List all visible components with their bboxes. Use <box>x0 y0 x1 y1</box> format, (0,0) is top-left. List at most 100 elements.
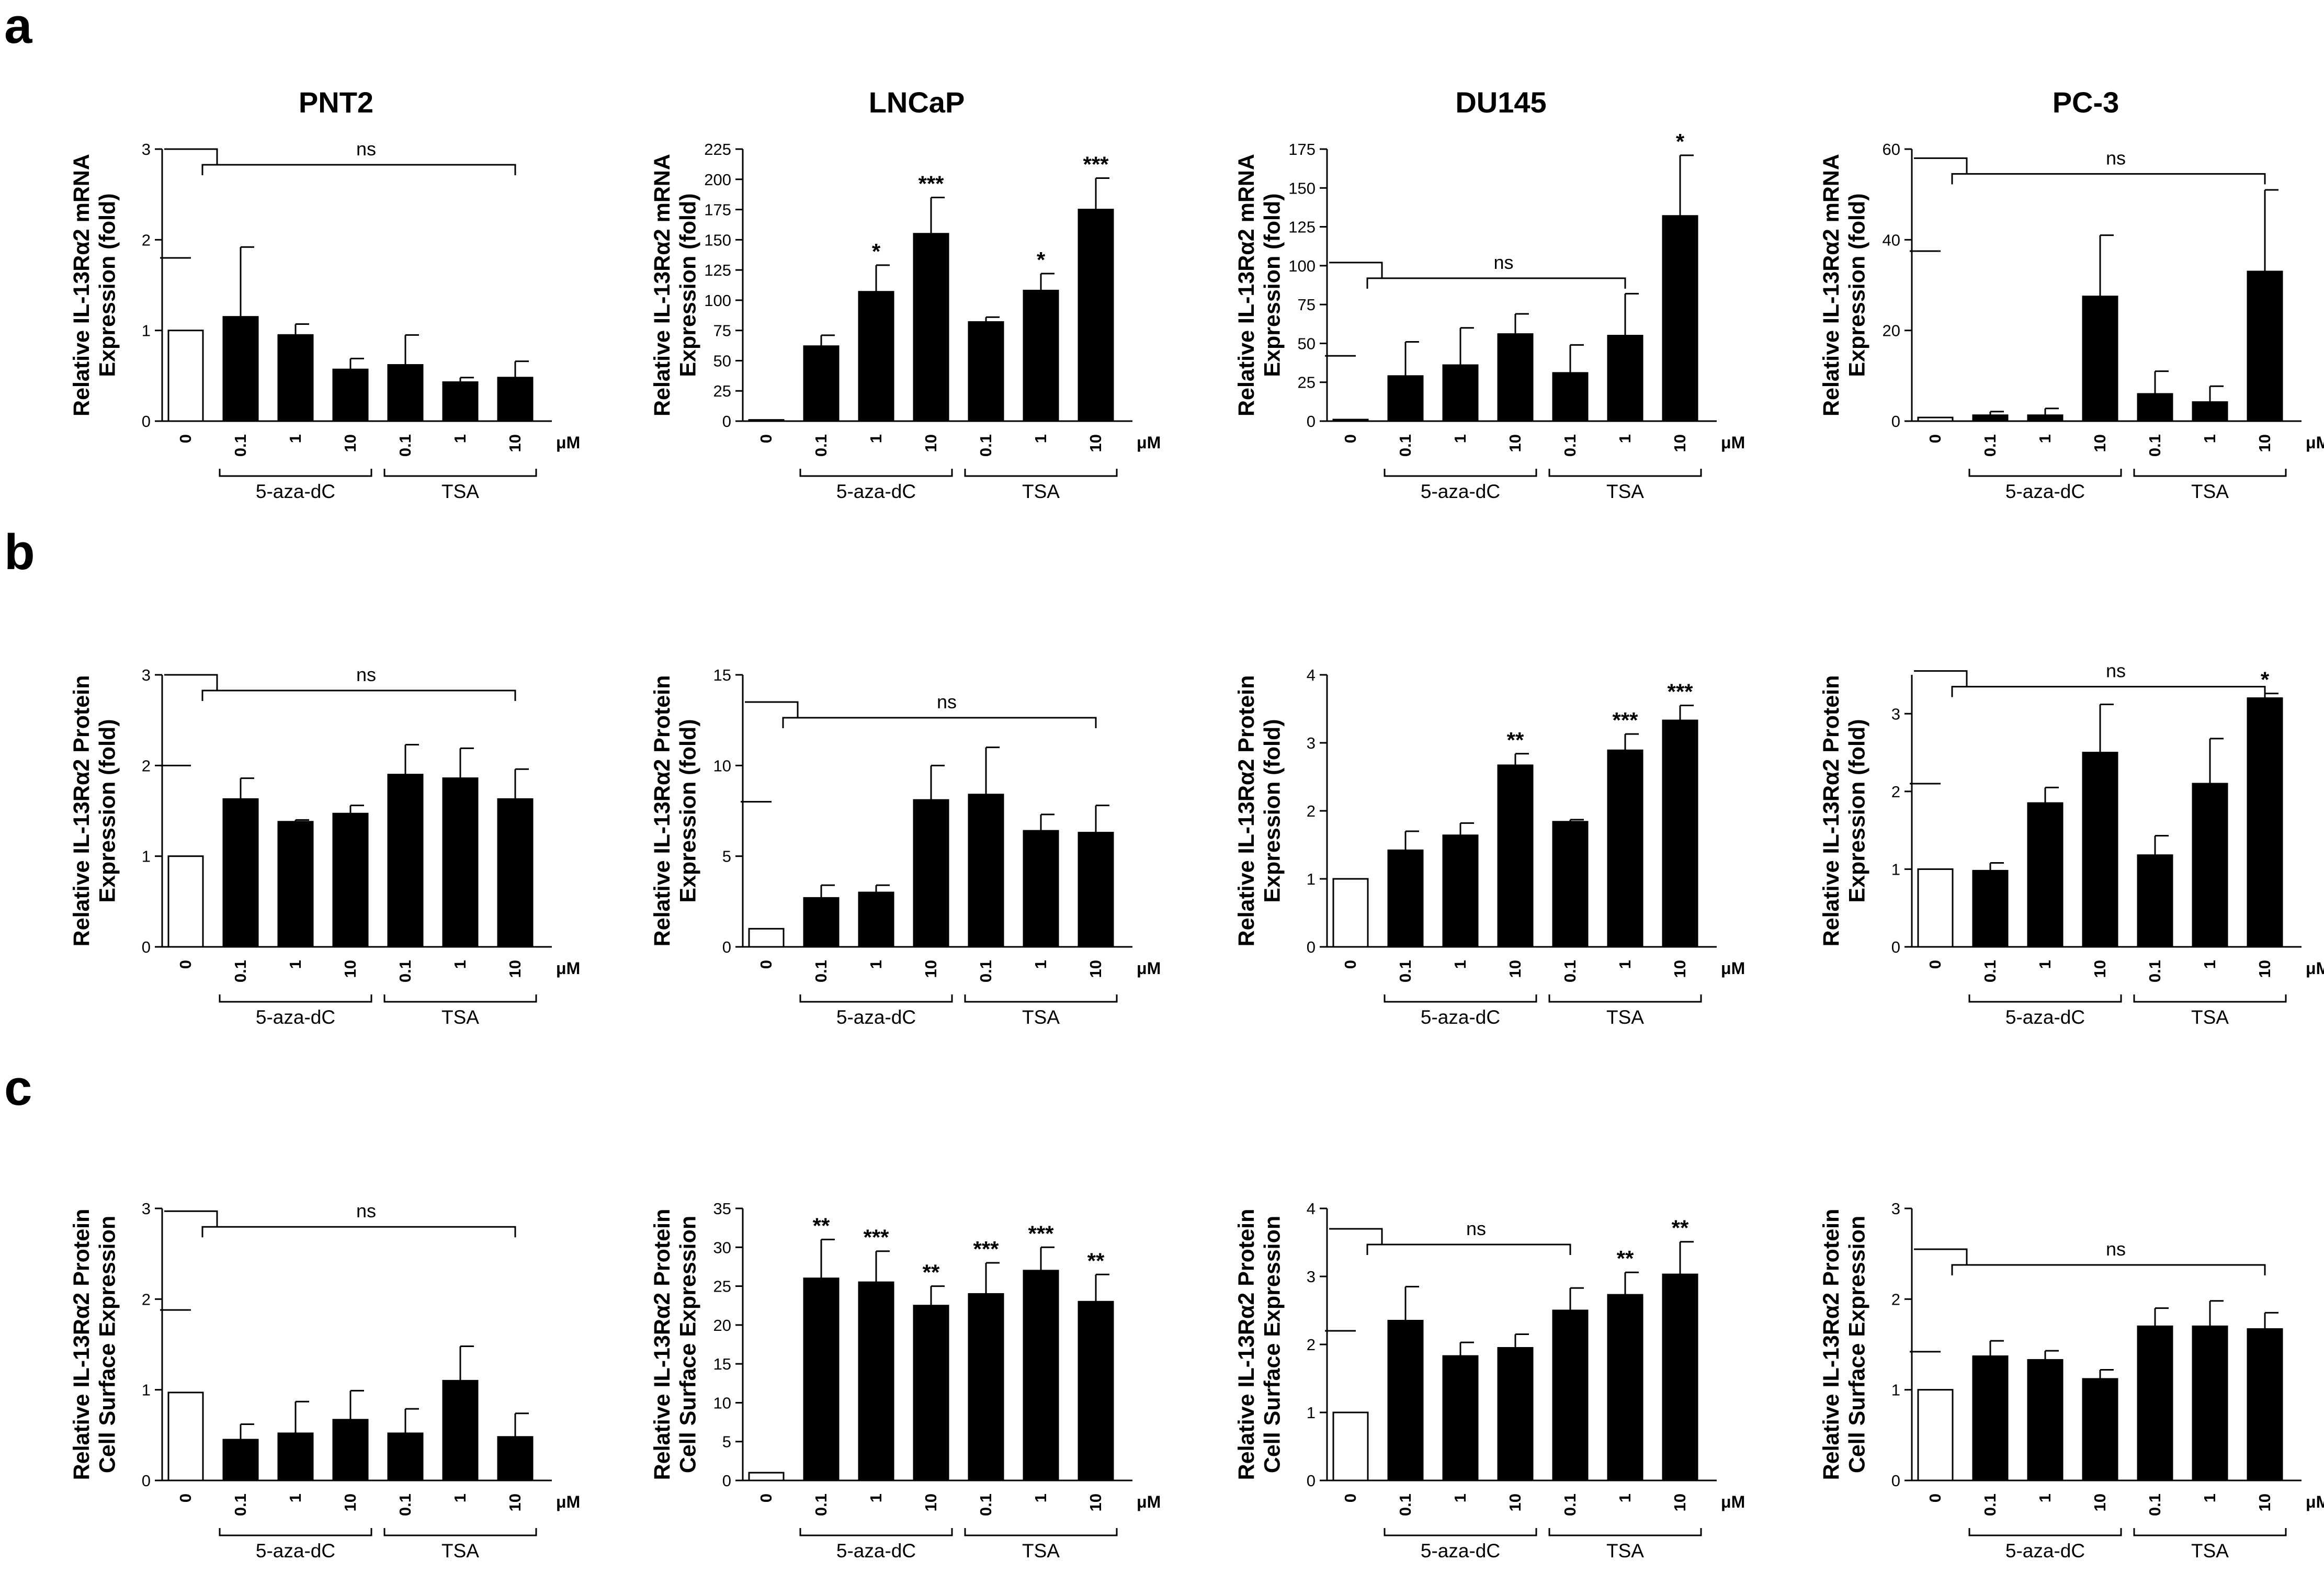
bar <box>748 1472 785 1481</box>
chart-b-2: Relative IL-13Rα2 ProteinExpression (fol… <box>650 666 1161 1028</box>
bar <box>277 334 314 422</box>
x-tick-label: 0.1 <box>1396 434 1414 457</box>
ns-bracket-span <box>1951 1264 2266 1275</box>
y-tick-label: 0 <box>1307 938 1316 956</box>
y-tick-label: 15 <box>713 666 731 684</box>
y-tick-label: 1 <box>1891 860 1900 878</box>
bar <box>2137 393 2173 422</box>
bar <box>2247 697 2283 948</box>
bar <box>1607 1294 1643 1481</box>
x-tick-label: 1 <box>286 434 304 443</box>
y-tick-label: 0 <box>1307 412 1316 431</box>
x-tick-label: 0.1 <box>1561 434 1579 457</box>
bar <box>2247 1328 2283 1481</box>
bar <box>1078 832 1114 948</box>
x-tick-label: 0 <box>757 434 775 443</box>
y-axis-label-line: Relative IL-13Rα2 mRNA <box>1234 154 1259 416</box>
x-tick-label: 1 <box>2201 1494 2219 1502</box>
group-label: TSA <box>441 1540 479 1562</box>
x-tick-label: 1 <box>2201 960 2219 969</box>
x-tick-label: 1 <box>2201 434 2219 443</box>
y-tick-label: 30 <box>713 1238 731 1257</box>
group-bracket <box>383 469 537 477</box>
bar <box>1332 878 1369 948</box>
x-tick-label: 0.1 <box>1561 1494 1579 1516</box>
x-tick-label: 0.1 <box>977 960 995 982</box>
bar <box>1662 215 1698 422</box>
group-label: TSA <box>1606 481 1644 502</box>
group-bracket <box>1548 994 1702 1003</box>
ns-label: ns <box>2106 147 2126 168</box>
y-axis-label-line: Expression (fold) <box>95 719 120 902</box>
x-tick-label: 10 <box>2091 960 2109 978</box>
y-axis-label-line: Expression (fold) <box>1260 719 1285 902</box>
group-label: 5-aza-dC <box>1421 1540 1500 1562</box>
bar <box>222 1439 259 1481</box>
group-bracket <box>1548 1528 1702 1536</box>
bar <box>913 1305 949 1481</box>
y-tick-label: 2 <box>142 756 151 775</box>
chart-title: DU145 <box>1455 86 1546 119</box>
group-label: 5-aza-dC <box>836 481 916 502</box>
y-tick-label: 1 <box>142 847 151 866</box>
x-tick-label: 0.1 <box>231 434 250 457</box>
x-tick-label: 1 <box>451 960 469 969</box>
chart-title: PNT2 <box>299 86 373 119</box>
bar <box>1387 375 1424 422</box>
y-axis-label-line: Relative IL-13Rα2 Protein <box>1819 675 1844 947</box>
bar <box>2027 802 2064 948</box>
chart-c-2: Relative IL-13Rα2 ProteinCell Surface Ex… <box>650 1200 1161 1562</box>
bar <box>2137 854 2173 948</box>
group-bracket <box>1384 994 1537 1003</box>
bar <box>167 1392 204 1481</box>
x-tick-label: 1 <box>1451 1494 1469 1502</box>
y-axis-label-line: Expression (fold) <box>95 193 120 377</box>
group-bracket <box>799 469 953 477</box>
x-tick-label: 0 <box>1341 434 1359 443</box>
y-tick-label: 0 <box>722 1472 731 1490</box>
y-tick-label: 2 <box>1307 802 1316 820</box>
y-tick-label: 0 <box>722 938 731 956</box>
x-tick-label: 1 <box>1031 434 1050 443</box>
y-axis-label-line: Expression (fold) <box>675 719 700 902</box>
y-axis-label: Relative IL-13Rα2 ProteinCell Surface Ex… <box>650 1209 700 1480</box>
bar <box>748 928 785 948</box>
x-tick-label: 10 <box>341 434 359 452</box>
group-label: TSA <box>2191 1540 2229 1562</box>
y-tick-label: 1 <box>1307 1404 1316 1422</box>
ns-bracket-span <box>201 164 516 175</box>
group-bracket <box>964 469 1118 477</box>
x-tick-label: 0.1 <box>396 434 414 457</box>
bar <box>2082 752 2118 948</box>
bar <box>858 891 894 948</box>
bar <box>1442 834 1479 948</box>
bar <box>1497 764 1534 948</box>
y-tick-label: 25 <box>713 382 731 400</box>
x-tick-label: 0.1 <box>812 1494 830 1516</box>
significance-marker: *** <box>863 1225 889 1250</box>
ns-bracket-left-cap <box>1914 670 1968 687</box>
bar <box>1078 209 1114 422</box>
ns-bracket-left-cap <box>164 1210 218 1227</box>
chart-c-1: Relative IL-13Rα2 ProteinCell Surface Ex… <box>69 1200 580 1562</box>
bar <box>803 897 840 948</box>
bar <box>1442 364 1479 422</box>
x-tick-label: 0.1 <box>1981 434 1999 457</box>
x-tick-label: 10 <box>1086 434 1105 452</box>
group-label: TSA <box>1022 1540 1060 1562</box>
unit-label: μM <box>2306 433 2324 452</box>
ns-label: ns <box>2106 1238 2126 1260</box>
bar <box>277 821 314 948</box>
x-tick-label: 0 <box>176 960 195 969</box>
y-tick-label: 100 <box>1288 257 1316 275</box>
bar <box>1387 1320 1424 1481</box>
x-tick-label: 0.1 <box>812 434 830 457</box>
x-tick-label: 10 <box>922 960 940 978</box>
significance-marker: ** <box>923 1260 940 1285</box>
bar <box>968 1293 1004 1481</box>
panel-label-a: a <box>4 0 32 54</box>
x-tick-label: 10 <box>2255 1494 2274 1511</box>
chart-a-4: PC-3 Relative IL-13Rα2 mRNAExpression (fo… <box>1819 86 2324 502</box>
y-tick-label: 10 <box>713 756 731 775</box>
ns-bracket-left-cap <box>1914 157 1968 174</box>
